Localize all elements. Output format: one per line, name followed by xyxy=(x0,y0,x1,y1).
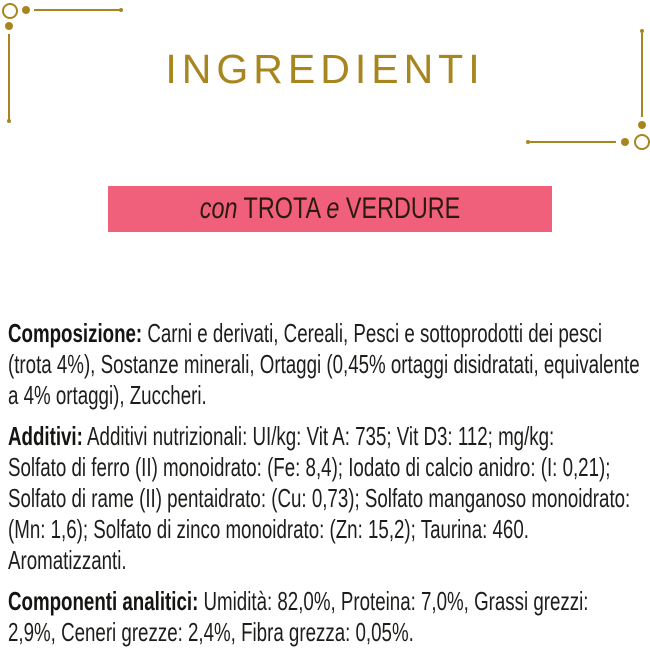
ornament-dot-icon xyxy=(621,138,629,146)
additives-label: Additivi: xyxy=(8,421,83,451)
additives-text: Additivi nutrizionali: UI/kg: Vit A: 735… xyxy=(8,421,631,575)
ingredients-text-block: Composizione: Carni e derivati, Cereali,… xyxy=(8,318,642,650)
ornament-horizontal-line xyxy=(530,141,616,143)
ornament-vertical-line xyxy=(641,33,643,117)
banner-connector: e xyxy=(326,192,340,225)
variety-banner-text: con TROTA e VERDURE xyxy=(200,194,461,224)
analytical-components-text: Umidità: 82,0%, Proteina: 7,0%, Grassi g… xyxy=(8,586,589,647)
banner-word2: VERDURE xyxy=(345,192,461,225)
additives-paragraph: Additivi: Additivi nutrizionali: UI/kg: … xyxy=(8,421,642,576)
banner-word1: TROTA xyxy=(243,192,320,225)
ornament-dot-icon xyxy=(638,121,646,129)
ornament-tip-dot-icon xyxy=(526,140,530,144)
ornament-horizontal-line xyxy=(34,9,120,11)
composition-text: Carni e derivati, Cereali, Pesci e sotto… xyxy=(8,318,640,410)
ornament-dot-icon xyxy=(5,22,13,30)
ornament-ring-icon xyxy=(634,134,650,150)
variety-banner: con TROTA e VERDURE xyxy=(108,186,552,232)
composition-paragraph: Composizione: Carni e derivati, Cereali,… xyxy=(8,318,642,411)
composition-label: Composizione: xyxy=(8,318,143,348)
ornament-tip-dot-icon xyxy=(7,119,11,123)
ornament-vertical-line xyxy=(8,34,10,120)
banner-prefix: con xyxy=(199,192,238,225)
ornament-dot-icon xyxy=(22,6,30,14)
ornament-tip-dot-icon xyxy=(640,29,644,33)
page-title: INGREDIENTI xyxy=(165,46,485,92)
ornament-ring-icon xyxy=(2,3,18,19)
analytical-components-label: Componenti analitici: xyxy=(8,586,199,616)
ornament-tip-dot-icon xyxy=(119,8,123,12)
analytical-components-paragraph: Componenti analitici: Umidità: 82,0%, Pr… xyxy=(8,586,642,648)
